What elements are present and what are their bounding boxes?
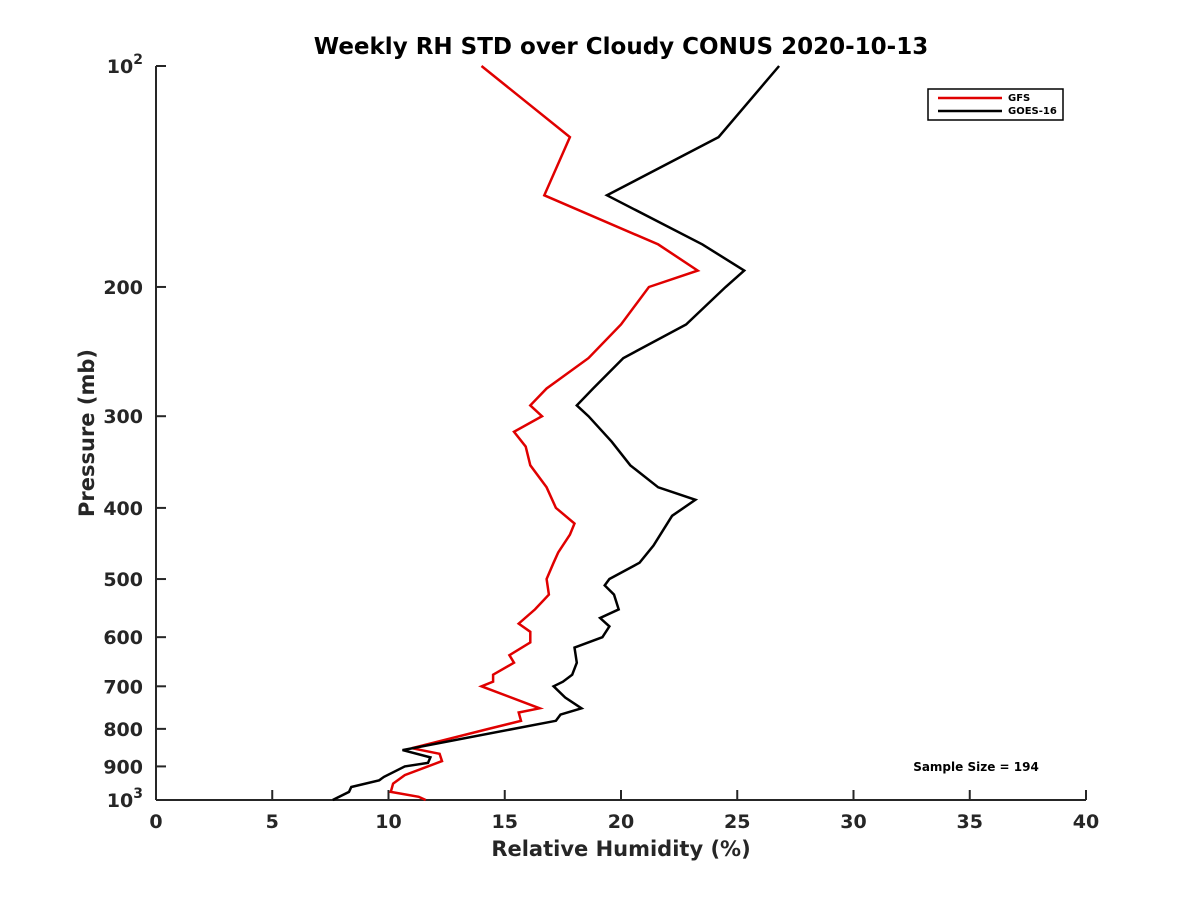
- y-tick-label: 200: [103, 277, 143, 299]
- y-tick-label: 300: [103, 406, 143, 428]
- chart-title: Weekly RH STD over Cloudy CONUS 2020-10-…: [314, 34, 928, 60]
- sample-size-annotation: Sample Size = 194: [913, 760, 1039, 774]
- x-tick-label: 15: [492, 811, 518, 833]
- axes: 0 5 10 15 20 25 30 35 40102200300400500600700800…: [103, 52, 1099, 833]
- legend-box: [927, 88, 1064, 121]
- x-tick-label: 30: [840, 811, 866, 833]
- y-tick-label: 800: [103, 719, 143, 741]
- y-tick-label: 400: [103, 498, 143, 520]
- legend: GFS GOES-16: [927, 88, 1064, 121]
- x-axis-label: Relative Humidity (%): [491, 837, 750, 861]
- y-tick-label: 900: [103, 756, 143, 778]
- x-tick-label: 25: [724, 811, 750, 833]
- y-axis-label: Pressure (mb): [75, 349, 99, 517]
- x-tick-label: 5: [266, 811, 279, 833]
- x-tick-label: 20: [608, 811, 634, 833]
- y-tick-label: 500: [103, 569, 143, 591]
- legend-label-goes-16: GOES-16: [1008, 106, 1057, 117]
- y-tick-label: 600: [103, 627, 143, 649]
- series-line-goes-16: [332, 65, 781, 802]
- x-tick-label: 35: [957, 811, 983, 833]
- x-tick-label: 40: [1073, 811, 1099, 833]
- x-tick-label: 0: [149, 811, 162, 833]
- legend-label-gfs: GFS: [1008, 93, 1030, 104]
- plot-lines: [332, 65, 781, 802]
- y-tick-label: 700: [103, 676, 143, 698]
- x-tick-label: 10: [375, 811, 401, 833]
